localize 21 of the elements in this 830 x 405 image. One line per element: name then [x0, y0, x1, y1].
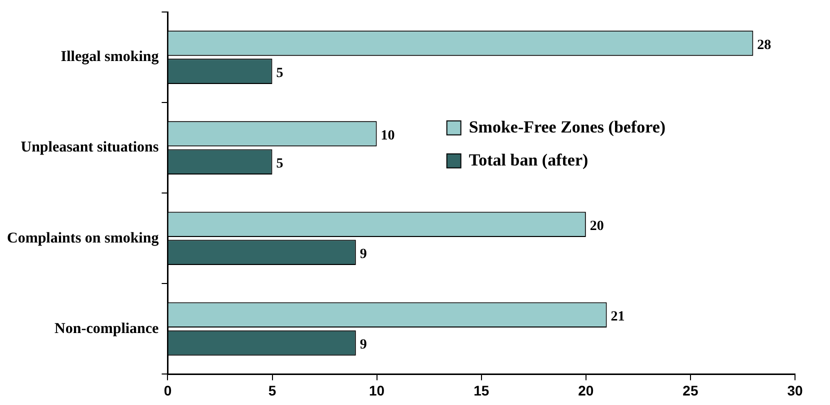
data-label: 28	[757, 38, 772, 53]
y-tick-label: Illegal smoking	[60, 49, 160, 66]
data-label: 5	[276, 66, 284, 81]
data-label: 21	[610, 310, 625, 324]
legend-label: Smoke-Free Zones (before)	[468, 117, 666, 136]
data-label: 9	[360, 338, 367, 353]
y-tick-label: Complaints on smoking	[6, 230, 160, 246]
y-tick-label: Non-compliance	[54, 320, 160, 337]
data-label: 10	[380, 128, 395, 144]
data-label: 20	[590, 218, 604, 234]
data-label: 5	[276, 156, 284, 172]
y-tick-label: Unpleasant situations	[20, 140, 159, 156]
x-tick-label: 30	[787, 382, 803, 398]
data-label: 9	[360, 247, 367, 262]
x-tick-label: 25	[682, 382, 698, 398]
x-tick-label: 15	[474, 382, 490, 398]
legend-label: Total ban (after)	[468, 150, 588, 170]
x-tick-label: 20	[578, 382, 594, 398]
x-tick-label: 5	[268, 382, 276, 398]
x-tick-label: 10	[369, 382, 385, 398]
x-tick-label: 0	[164, 382, 172, 398]
